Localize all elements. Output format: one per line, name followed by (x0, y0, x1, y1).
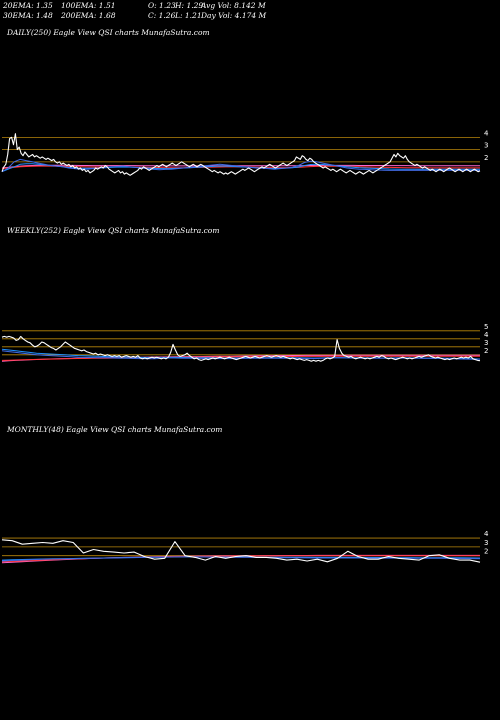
daily-y-tick-label: 4 (484, 129, 489, 137)
weekly-y-tick-label: 4 (484, 331, 489, 339)
monthly-chart-panel: MONTHLY(48) Eagle View QSI charts Munafa… (0, 425, 500, 575)
monthly-y-tick-label: 3 (484, 539, 488, 547)
low-stat: L: 1.21 (175, 11, 202, 20)
daily-price-line (1, 133, 481, 176)
monthly-chart-title: MONTHLY(48) Eagle View QSI charts Munafa… (7, 425, 223, 434)
ema200-stat: 200EMA: 1.68 (61, 11, 116, 20)
weekly-y-tick-label: 3 (484, 339, 488, 347)
weekly-chart-title: WEEKLY(252) Eagle View QSI charts Munafa… (7, 226, 220, 235)
daily-y-tick-label: 3 (484, 142, 488, 150)
daily-ema-pink-line (1, 164, 480, 169)
stats-header: 20EMA: 1.35 30EMA: 1.48 100EMA: 1.51 200… (0, 0, 500, 22)
weekly-ema-red-line (1, 355, 480, 361)
daily-chart-title: DAILY(250) Eagle View QSI charts MunafaS… (7, 28, 210, 37)
daily-chart-panel: DAILY(250) Eagle View QSI charts MunafaS… (0, 28, 500, 188)
daily-chart: 4 3 2 (1, 129, 489, 176)
close-stat: C: 1.26 (148, 11, 176, 20)
weekly-price-line (1, 335, 481, 362)
weekly-chart-panel: WEEKLY(252) Eagle View QSI charts Munafa… (0, 226, 500, 376)
monthly-y-tick-label: 4 (484, 530, 489, 538)
weekly-y-tick-label: 2 (484, 347, 488, 355)
weekly-y-tick-label: 5 (484, 323, 488, 331)
ema100-stat: 100EMA: 1.51 (61, 1, 116, 10)
open-stat: O: 1.23 (148, 1, 176, 10)
ema30-stat: 30EMA: 1.48 (3, 11, 53, 20)
monthly-chart: 432 (1, 530, 489, 564)
ema20-stat: 20EMA: 1.35 (3, 1, 53, 10)
high-stat: H: 1.29 (175, 1, 204, 10)
monthly-price-line (1, 539, 481, 563)
avg-volume-stat: Avg Vol: 8.142 M (201, 1, 266, 10)
daily-y-tick-label: 2 (484, 154, 488, 162)
day-volume-stat: Day Vol: 4.174 M (201, 11, 267, 20)
monthly-y-tick-label: 2 (484, 548, 488, 556)
